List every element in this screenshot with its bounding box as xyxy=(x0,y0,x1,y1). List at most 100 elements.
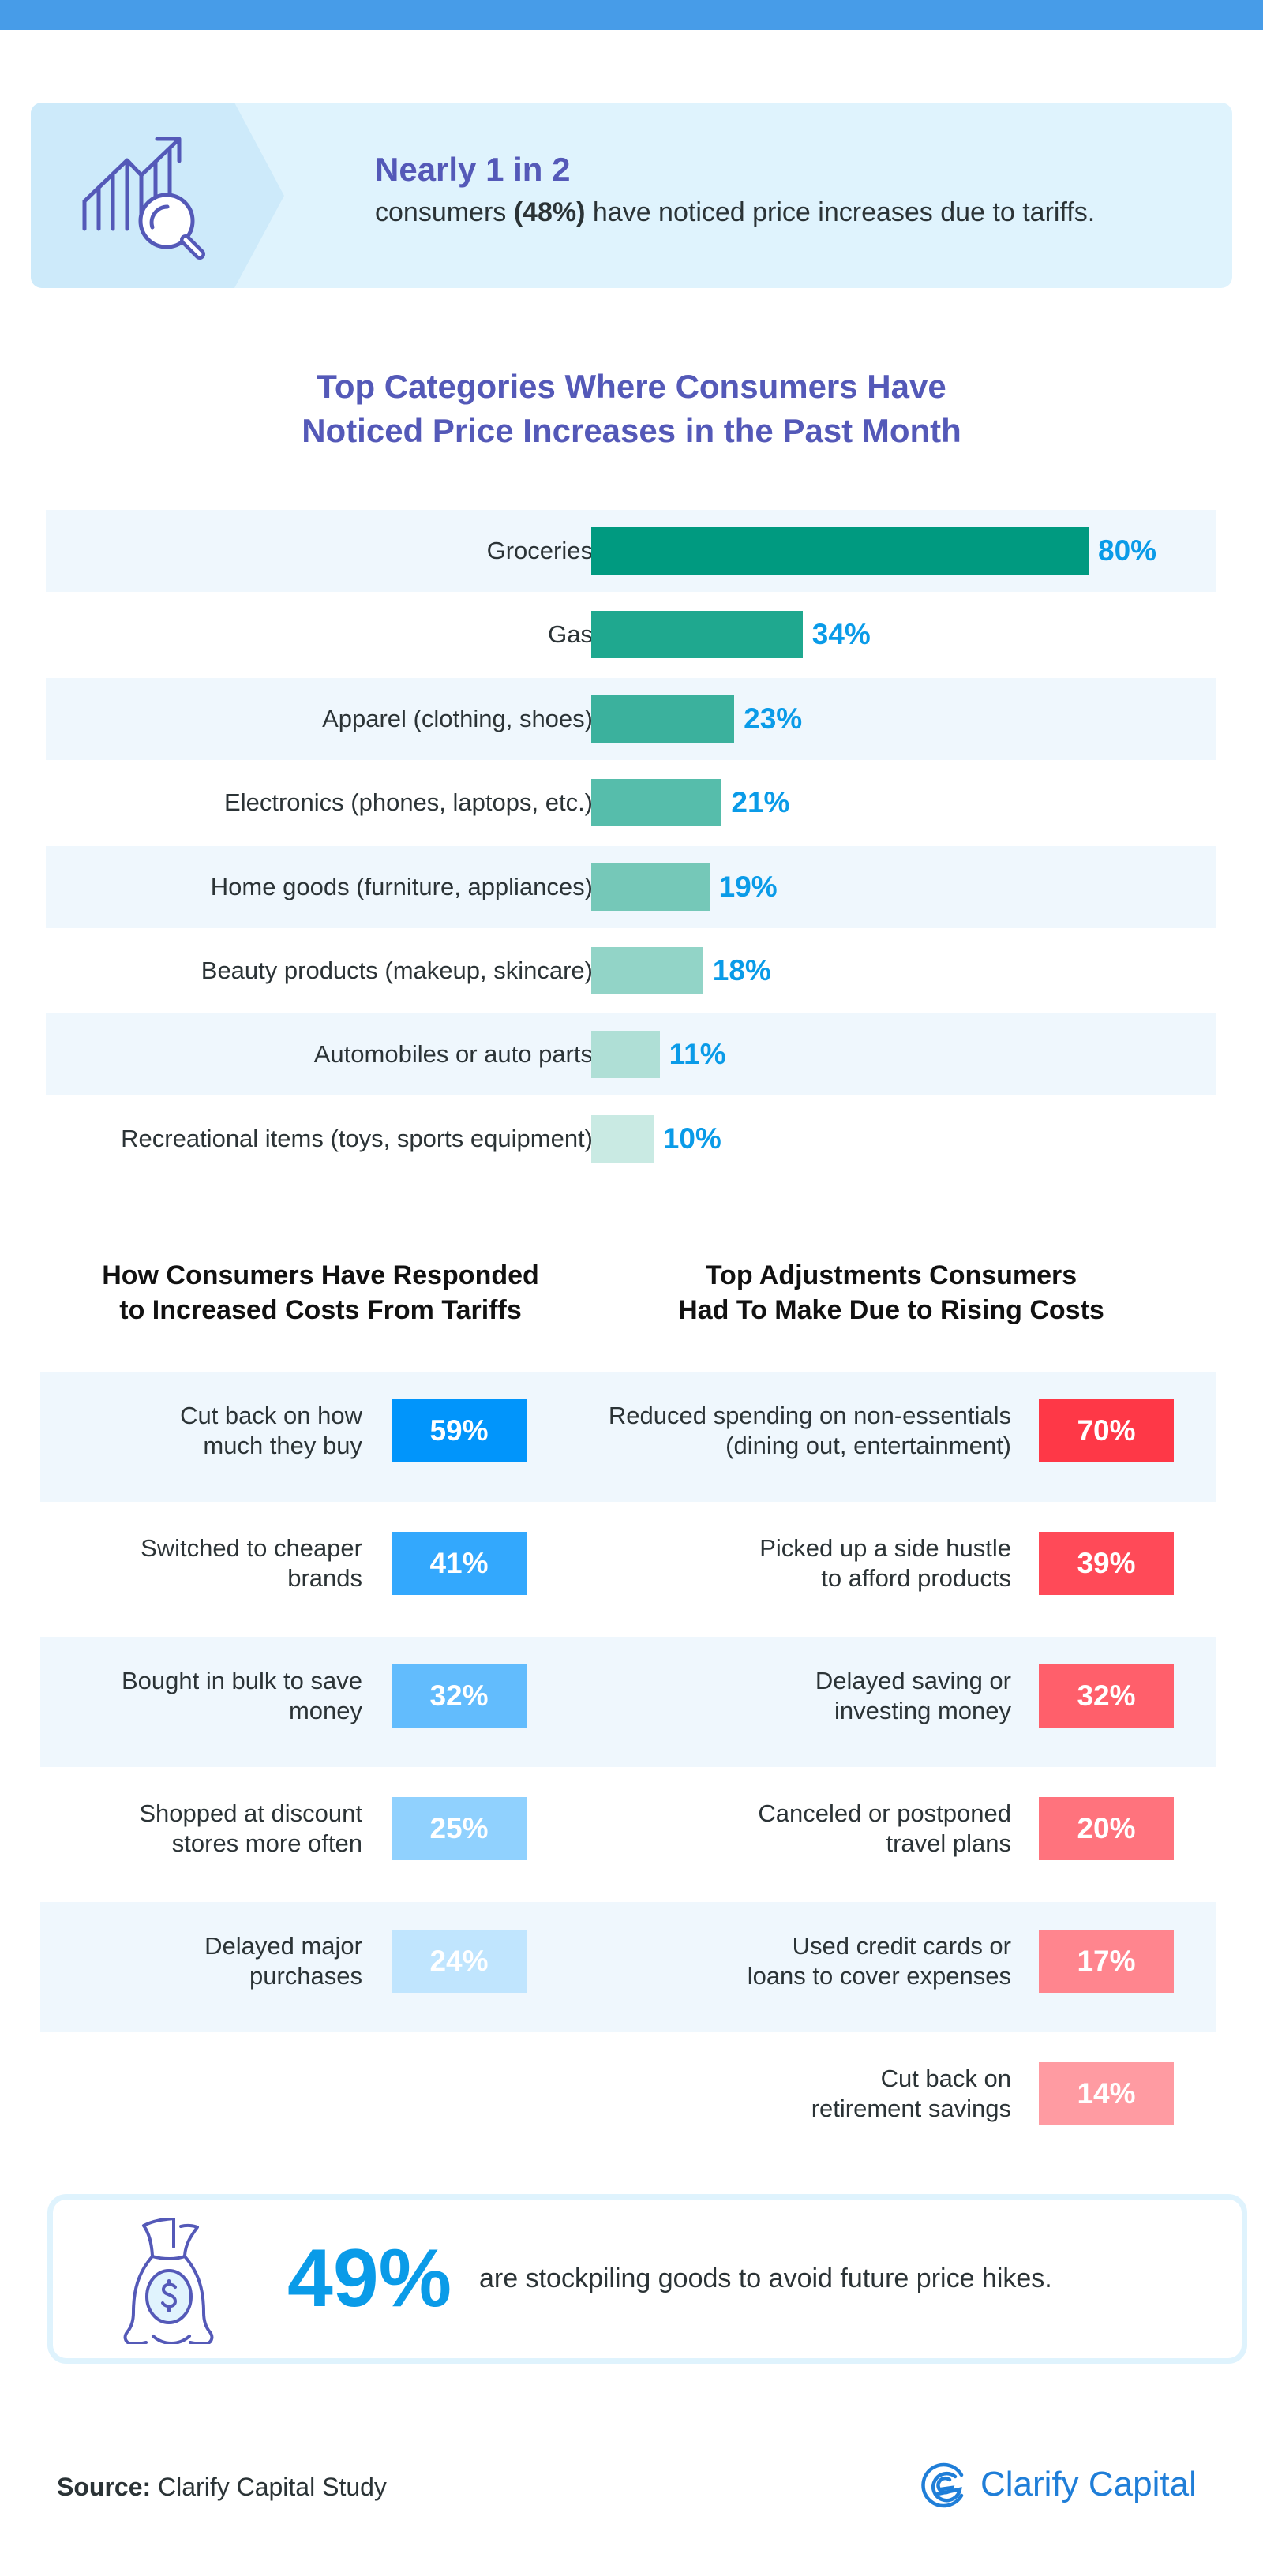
adjustment-label: Used credit cards or loans to cover expen… xyxy=(748,1930,1011,1993)
response-label-line: Shopped at discount xyxy=(139,1799,362,1827)
adjustment-item: Cut back on retirement savings 14% xyxy=(0,2062,1263,2125)
bar xyxy=(591,611,803,659)
logo-text: Clarify Capital xyxy=(980,2465,1197,2503)
source-label: Source: xyxy=(57,2473,152,2501)
bar xyxy=(591,1031,660,1079)
responses-title-line: How Consumers Have Responded xyxy=(102,1260,539,1290)
adjustment-label-line: investing money xyxy=(834,1697,1011,1724)
adjustment-item: Canceled or postponed travel plans 20% xyxy=(0,1797,1263,1860)
bar-value-label: 10% xyxy=(662,1121,721,1155)
adjustments-title-line: Had To Make Due to Rising Costs xyxy=(678,1295,1104,1325)
chart-magnifier-icon xyxy=(82,137,205,260)
responses-title: How Consumers Have Responded to Increase… xyxy=(84,1258,557,1327)
row-band xyxy=(40,1902,1216,2032)
adjustment-label-line: Delayed saving or xyxy=(815,1667,1011,1694)
bar-row: Home goods (furniture, appliances) 19% xyxy=(46,845,1216,928)
bar xyxy=(591,863,710,911)
bar xyxy=(591,947,703,994)
bar-row: Apparel (clothing, shoes) 23% xyxy=(46,677,1216,760)
response-item: Shopped at discount stores more often 25% xyxy=(0,1797,1263,1860)
bar-row: Gas 34% xyxy=(46,593,1216,676)
bar xyxy=(591,1114,654,1163)
adjustment-percent-badge: 39% xyxy=(1039,1532,1174,1595)
response-label-line: Delayed major xyxy=(204,1932,362,1960)
adjustment-label-line: Canceled or postponed xyxy=(758,1799,1011,1827)
adjustment-item: Reduced spending on non-essentials (dinin… xyxy=(0,1399,1263,1462)
adjustment-item: Used credit cards or loans to cover expen… xyxy=(0,1930,1263,1993)
adjustment-label-line: loans to cover expenses xyxy=(747,1962,1011,1990)
bar-value-label: 23% xyxy=(744,702,803,735)
bar-category-label: Automobiles or auto parts xyxy=(313,1040,593,1069)
adjustment-label-line: (dining out, entertainment) xyxy=(725,1432,1011,1459)
bar-category-label: Beauty products (makeup, skincare) xyxy=(201,957,593,984)
response-label-line: Cut back on how xyxy=(180,1402,362,1429)
response-item: Bought in bulk to save money 32% xyxy=(0,1664,1263,1728)
response-percent-badge: 25% xyxy=(392,1797,527,1860)
adjustment-label-line: retirement savings xyxy=(811,2095,1011,2122)
bar xyxy=(591,779,722,827)
response-percent-badge: 41% xyxy=(392,1532,527,1595)
bar-value-label: 19% xyxy=(718,870,778,903)
bar-value-label: 21% xyxy=(731,786,790,819)
banner-body: consumers (48%) have noticed price incre… xyxy=(375,194,1095,230)
bar-category-label: Electronics (phones, laptops, etc.) xyxy=(224,788,593,817)
response-label-line: stores more often xyxy=(171,1829,362,1857)
response-percent-badge: 32% xyxy=(392,1664,527,1728)
clarify-capital-logo[interactable]: Clarify Capital xyxy=(920,2459,1197,2510)
bar-value-label: 18% xyxy=(712,954,771,987)
bar-row: Beauty products (makeup, skincare) 18% xyxy=(46,930,1216,1012)
response-label-line: money xyxy=(288,1697,362,1724)
banner-body-prefix: consumers xyxy=(375,197,514,227)
adjustment-item: Delayed saving or investing money 32% xyxy=(0,1664,1263,1728)
response-item: Switched to cheaper brands 41% xyxy=(0,1532,1263,1595)
bar-category-label: Home goods (furniture, appliances) xyxy=(210,872,593,900)
banner-body-highlight: (48%) xyxy=(513,197,586,227)
bar xyxy=(591,695,735,743)
response-percent-badge: 24% xyxy=(392,1930,527,1993)
source-citation: Source: Clarify Capital Study xyxy=(57,2470,387,2503)
adjustment-percent-badge: 70% xyxy=(1039,1399,1174,1462)
response-label: Cut back on how much they buy xyxy=(180,1399,362,1462)
bar-row: Recreational items (toys, sports equipme… xyxy=(46,1098,1216,1180)
response-label-line: much they buy xyxy=(203,1432,362,1459)
chart-title: Top Categories Where Consumers Have Noti… xyxy=(0,365,1263,453)
adjustment-item: Picked up a side hustle to afford product… xyxy=(0,1532,1263,1595)
stockpile-text: are stockpiling goods to avoid future pr… xyxy=(479,2263,1052,2293)
source-text: Clarify Capital Study xyxy=(151,2473,387,2501)
adjustment-label-line: Cut back on xyxy=(880,2065,1011,2092)
adjustment-percent-badge: 20% xyxy=(1039,1797,1174,1860)
adjustment-label-line: Picked up a side hustle xyxy=(759,1534,1011,1562)
row-band xyxy=(40,1637,1216,1767)
clarify-capital-logo-icon xyxy=(921,2462,964,2508)
response-label: Shopped at discount stores more often xyxy=(139,1797,362,1860)
responses-title-line: to Increased Costs From Tariffs xyxy=(119,1295,522,1325)
response-percent-badge: 59% xyxy=(392,1399,527,1462)
bar-row: Automobiles or auto parts 11% xyxy=(46,1013,1216,1096)
response-label: Bought in bulk to save money xyxy=(122,1664,362,1728)
response-label: Switched to cheaper brands xyxy=(141,1532,362,1595)
money-bag-icon xyxy=(123,2218,214,2344)
adjustment-percent-badge: 32% xyxy=(1039,1664,1174,1728)
adjustment-label: Cut back on retirement savings xyxy=(811,2062,1011,2125)
bar-value-label: 11% xyxy=(669,1038,726,1071)
top-accent-bar xyxy=(0,0,1263,30)
bar-row: Electronics (phones, laptops, etc.) 21% xyxy=(46,762,1216,844)
response-label-line: Switched to cheaper xyxy=(141,1534,362,1562)
adjustment-label-line: to afford products xyxy=(821,1564,1011,1592)
chart-title-line: Top Categories Where Consumers Have xyxy=(317,368,946,405)
adjustment-label-line: travel plans xyxy=(886,1829,1011,1857)
bar-category-label: Gas xyxy=(548,620,593,649)
response-item: Cut back on how much they buy 59% xyxy=(0,1399,1263,1462)
stockpile-value: 49% xyxy=(287,2233,452,2324)
response-label: Delayed major purchases xyxy=(204,1930,362,1993)
response-label-line: purchases xyxy=(249,1962,362,1990)
adjustment-label-line: Reduced spending on non-essentials xyxy=(608,1402,1011,1429)
adjustment-label: Delayed saving or investing money xyxy=(815,1664,1011,1728)
bar-category-label: Recreational items (toys, sports equipme… xyxy=(121,1124,593,1152)
bar-row: Groceries 80% xyxy=(46,510,1216,592)
adjustment-percent-badge: 17% xyxy=(1039,1930,1174,1993)
bar-category-label: Apparel (clothing, shoes) xyxy=(322,704,593,732)
stockpile-callout: 49% are stockpiling goods to avoid futur… xyxy=(47,2194,1247,2364)
adjustments-title: Top Adjustments Consumers Had To Make Du… xyxy=(654,1258,1128,1327)
